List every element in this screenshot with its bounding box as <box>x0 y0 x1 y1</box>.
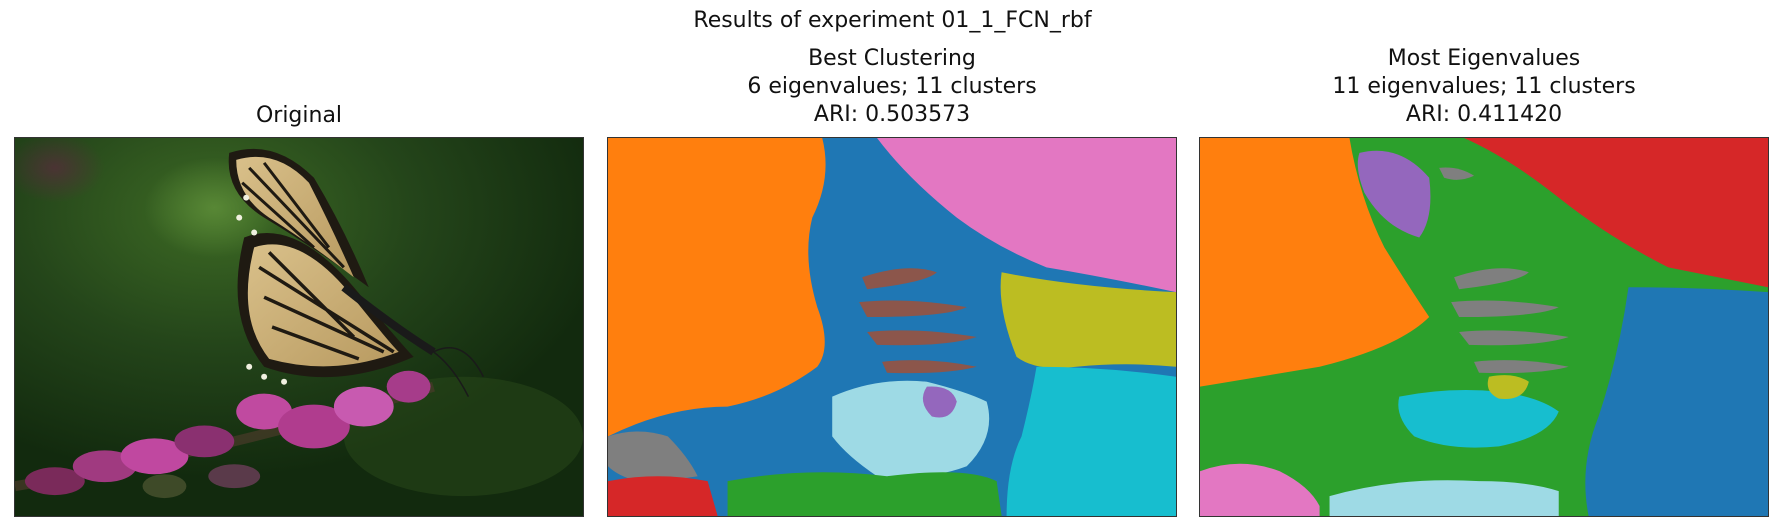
title-line: Most Eigenvalues <box>1387 46 1581 71</box>
flower-stem <box>15 370 435 499</box>
butterfly-photo <box>15 138 583 516</box>
title-line: Best Clustering <box>808 46 976 71</box>
segmentation-map-most <box>1200 138 1768 516</box>
title-line: ARI: 0.411420 <box>1405 102 1563 127</box>
most-eigenvalues-image <box>1199 137 1769 517</box>
panel-title-original: Original <box>14 102 584 130</box>
title-line: ARI: 0.503573 <box>813 102 971 127</box>
panel-title-most-eigenvalues: Most Eigenvalues 11 eigenvalues; 11 clus… <box>1199 45 1769 129</box>
title-line: 6 eigenvalues; 11 clusters <box>747 74 1037 99</box>
butterfly <box>228 148 485 397</box>
title-line: 11 eigenvalues; 11 clusters <box>1332 74 1636 99</box>
original-image <box>14 137 584 517</box>
figure-suptitle: Results of experiment 01_1_FCN_rbf <box>693 8 1092 33</box>
segmentation-map-best <box>608 138 1176 516</box>
best-clustering-image <box>607 137 1177 517</box>
panel-title-best-clustering: Best Clustering 6 eigenvalues; 11 cluste… <box>607 45 1177 129</box>
title-line: Original <box>255 103 343 128</box>
